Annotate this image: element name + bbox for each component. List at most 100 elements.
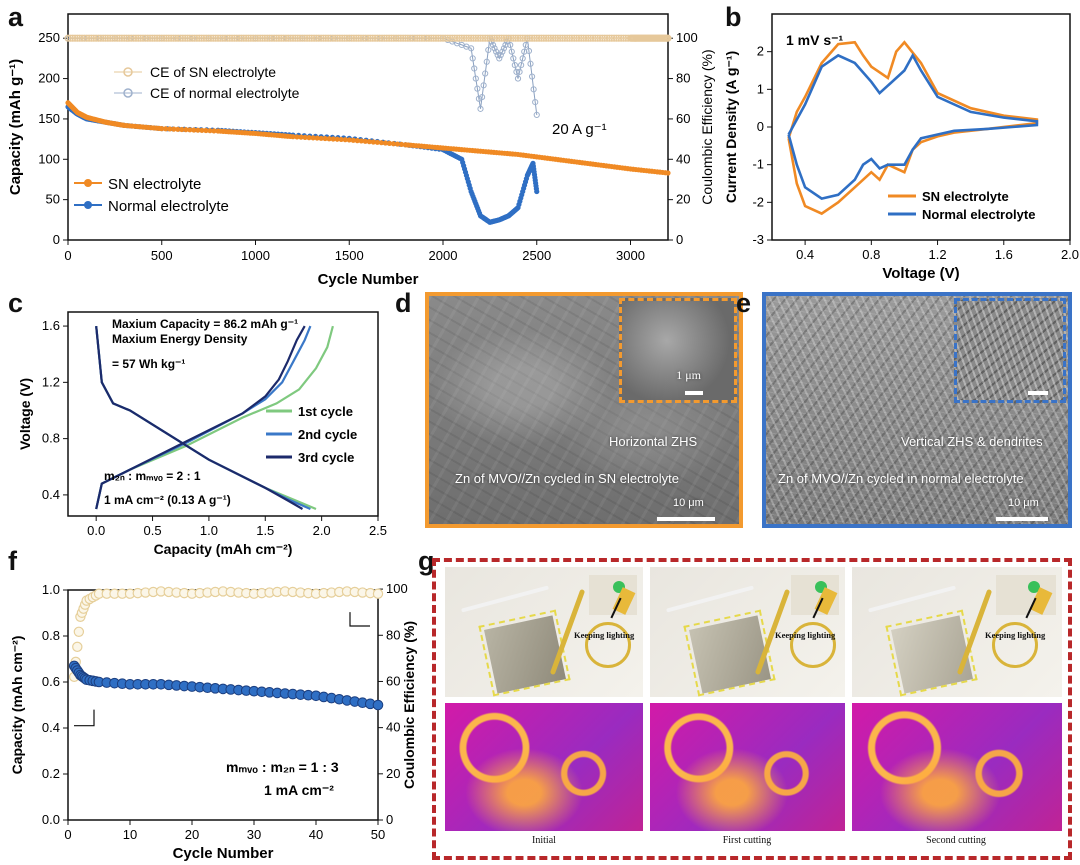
point-ce-sn — [519, 34, 527, 42]
caption-initial: Initial — [532, 835, 556, 846]
point-ce-sn — [502, 34, 510, 42]
point-sn — [302, 134, 308, 140]
legend-ce-normal: CE of normal electrolyte — [150, 85, 300, 101]
y-tick-label: 100 — [38, 151, 60, 166]
point-ce-sn — [418, 34, 426, 42]
point-ce-sn — [512, 34, 520, 42]
point-sn — [378, 140, 384, 146]
point-ce-sn — [205, 34, 213, 42]
point-sn — [187, 127, 193, 133]
point-ce-sn — [125, 34, 133, 42]
point-ce-sn — [462, 34, 470, 42]
point-ce-sn — [509, 34, 517, 42]
point-ce-sn — [392, 34, 400, 42]
point-ce-sn — [596, 34, 604, 42]
y-tick-label: 200 — [38, 71, 60, 86]
point-sn — [171, 126, 177, 132]
point-ce-sn — [364, 34, 372, 42]
point-ce-sn — [298, 34, 306, 42]
point-ce-normal — [507, 41, 514, 49]
point-ce-normal — [482, 70, 489, 77]
point-ce-sn — [439, 34, 447, 42]
y-axis-label: Capacity (mAh cm⁻²) — [9, 636, 25, 775]
point-ce-sn — [188, 34, 196, 42]
point-ce-sn — [458, 34, 466, 42]
chart-c: 0.0 0.5 1.0 1.5 2.0 2.5 0.4 0.8 1.2 1.6 Capacity (… — [17, 311, 387, 557]
point-ce-sn — [66, 34, 74, 42]
x-tick-label: 1500 — [335, 248, 364, 263]
keeping-lighting-1: Keeping lighting — [574, 630, 635, 640]
y-tick-label: 50 — [46, 192, 60, 207]
point-ce-sn — [357, 34, 365, 42]
keeping-lighting-3: Keeping lighting — [985, 630, 1046, 640]
point-sn — [183, 127, 189, 133]
y2-tick-label: 60 — [676, 111, 690, 126]
point-ce-sn — [437, 34, 445, 42]
scale-bar — [657, 517, 715, 521]
y2-tick-label: 40 — [676, 151, 690, 166]
x-tick-label: 10 — [123, 827, 137, 842]
series-3rd-charge — [95, 325, 306, 510]
point-ce-sn — [280, 34, 288, 42]
point-normal — [534, 188, 540, 195]
point-ce-sn — [580, 34, 588, 42]
point-ce-sn — [397, 34, 405, 42]
point-ce-sn — [144, 34, 152, 42]
point-ce-normal — [525, 47, 533, 55]
x-tick-label: 30 — [247, 827, 261, 842]
point-sn — [342, 137, 348, 143]
annotation-energy: Maxium Energy Density — [112, 332, 248, 346]
point-ce-sn — [191, 34, 199, 42]
legend-sn: SN electrolyte — [108, 176, 201, 193]
point-ce-normal — [468, 45, 475, 52]
point-ce-normal — [527, 60, 534, 67]
point-sn — [386, 140, 393, 146]
point-ce-normal — [477, 105, 484, 112]
point-ce-sn — [481, 34, 489, 42]
chart-f: 0 10 20 30 40 50 0.0 0.2 0.4 0.6 0.8 1.0 0 20 40 60 80 10… — [9, 581, 417, 862]
point-ce-normal — [518, 62, 525, 69]
point-capacity — [372, 699, 384, 711]
point-ce-sn — [507, 34, 515, 42]
point-ce-sn — [474, 34, 482, 42]
point-ce-sn — [383, 34, 391, 42]
y-tick-label: 0.8 — [42, 431, 60, 446]
point-sn — [390, 141, 397, 147]
point-ce-sn — [530, 34, 538, 42]
point-sn — [318, 135, 324, 141]
point-ce-sn — [500, 34, 508, 42]
y-axis-label: Capacity (mAh g⁻¹) — [7, 59, 24, 195]
point-ce-sn — [76, 34, 84, 42]
point-ce-sn — [343, 34, 351, 42]
point-ce-sn — [406, 34, 414, 42]
point-ce-sn — [228, 34, 236, 42]
inset-scale-bar — [685, 391, 703, 395]
point-sn — [370, 139, 376, 145]
point-ce-normal — [469, 55, 476, 62]
x-axis-label: Cycle Number — [173, 845, 274, 862]
point-ce-sn — [207, 34, 215, 42]
panel-label-b: b — [725, 2, 742, 32]
point-ce-sn — [266, 34, 274, 42]
point-sn — [175, 126, 181, 132]
point-ce-sn — [556, 34, 564, 42]
x-axis-label: Capacity (mAh cm⁻²) — [154, 541, 293, 557]
annotation-energy-value: = 57 Wh kg⁻¹ — [112, 357, 185, 371]
point-ce-sn — [486, 34, 494, 42]
y2-tick-label: 20 — [386, 766, 400, 781]
point-ce-sn — [294, 34, 302, 42]
point-sn — [398, 141, 405, 148]
point-ce-sn — [566, 34, 574, 42]
point-ce-sn — [324, 34, 332, 42]
y2-tick-label: 80 — [386, 627, 400, 642]
annotation-current: 1 mA cm⁻² (0.13 A g⁻¹) — [104, 493, 231, 507]
point-ce-sn — [584, 34, 592, 42]
point-ce-sn — [549, 34, 557, 42]
point-ce-sn — [416, 34, 424, 42]
point-ce-sn — [331, 34, 339, 42]
x-tick-label: 0 — [64, 248, 71, 263]
point-ce-sn — [341, 34, 349, 42]
point-sn — [314, 135, 320, 141]
point-ce-sn — [498, 34, 506, 42]
point-ce-sn — [275, 34, 283, 42]
